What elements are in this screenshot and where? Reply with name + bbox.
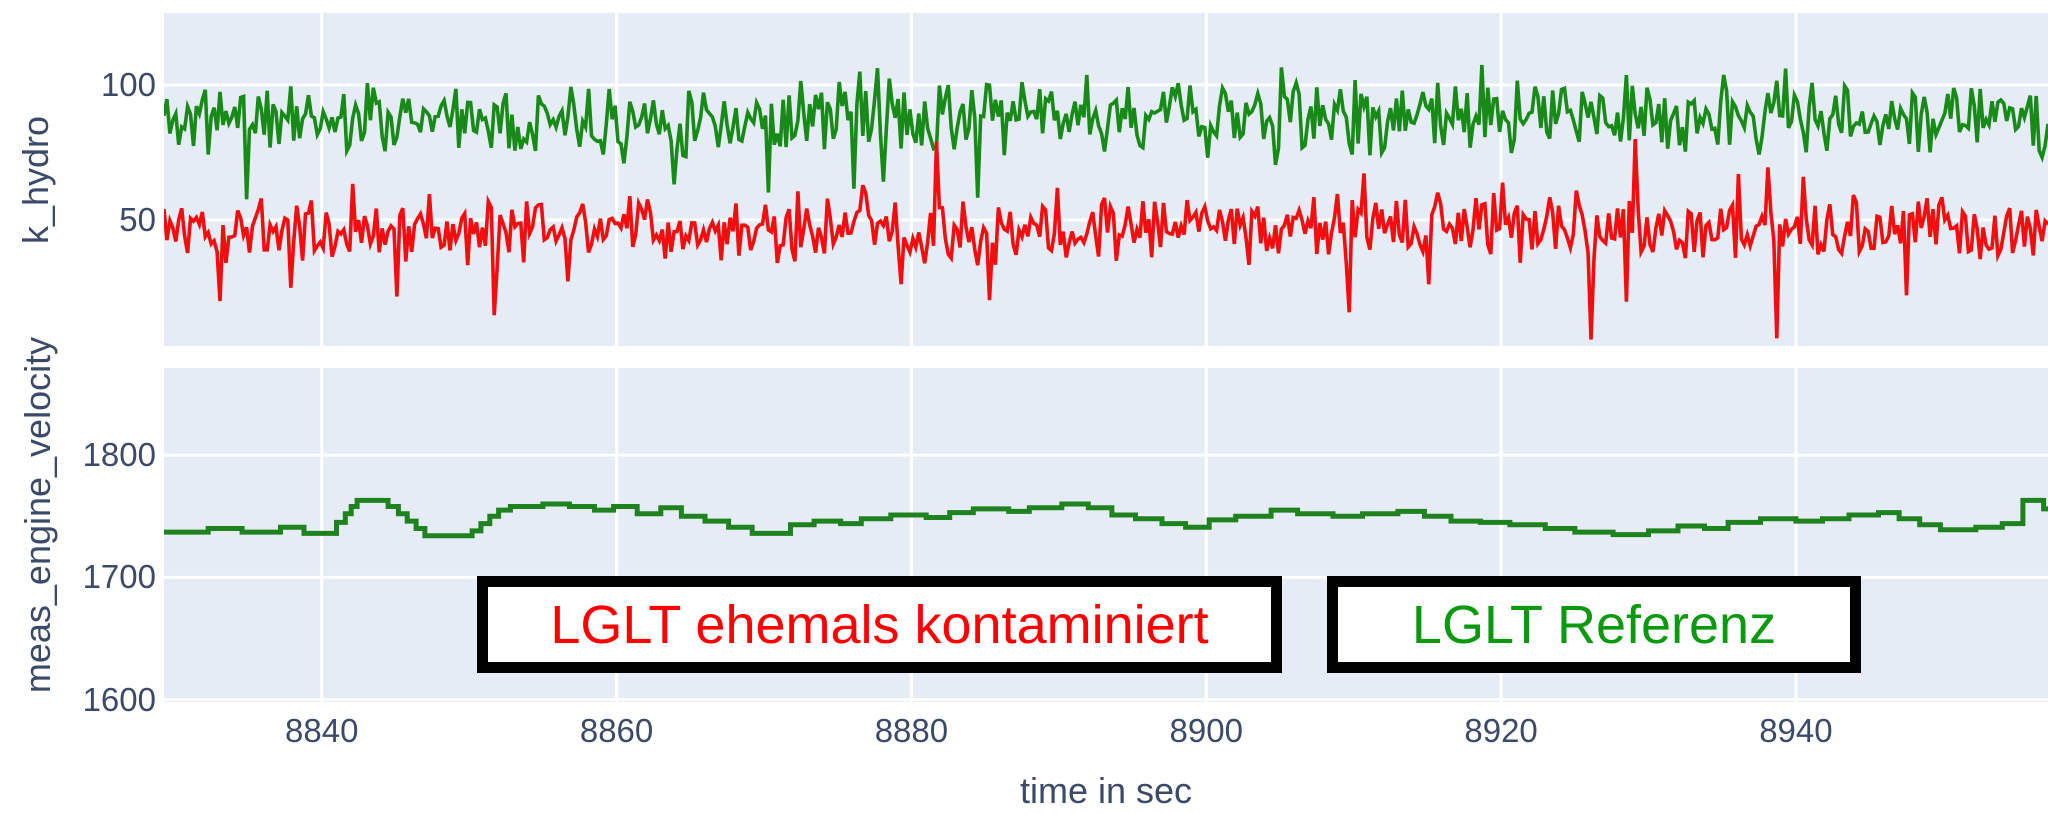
y-axis-title-engine-velocity: meas_engine_velocity bbox=[17, 336, 58, 694]
legend-label-contaminated: LGLT ehemals kontaminiert bbox=[550, 594, 1209, 655]
series-k_hydro-lglt-referenz bbox=[164, 64, 2048, 200]
x-tick-label: 8840 bbox=[285, 712, 359, 749]
series-k_hydro-lglt-ehemals-kontaminiert bbox=[164, 139, 2048, 340]
y-tick-label: 100 bbox=[100, 66, 156, 104]
x-tick-label: 8920 bbox=[1464, 712, 1538, 749]
x-tick-label: 8860 bbox=[579, 712, 654, 749]
y-tick-label: 1700 bbox=[82, 558, 156, 596]
plot-background bbox=[164, 13, 2048, 346]
legend-box-reference: LGLT Referenz bbox=[1327, 576, 1861, 673]
x-tick-label: 8880 bbox=[874, 712, 949, 749]
subplot-k-hydro[interactable] bbox=[164, 13, 2048, 346]
y-tick-label: 50 bbox=[119, 200, 156, 238]
legend-label-reference: LGLT Referenz bbox=[1411, 594, 1777, 655]
x-tick-label: 8940 bbox=[1759, 712, 1833, 749]
x-tick-label: 8900 bbox=[1169, 712, 1243, 749]
series-meas_engine_velocity-lglt-referenz bbox=[164, 497, 2048, 539]
y-tick-label: 1600 bbox=[82, 680, 156, 718]
y-tick-label: 1800 bbox=[82, 436, 156, 474]
legend-box-contaminated: LGLT ehemals kontaminiert bbox=[477, 576, 1282, 673]
x-axis-title: time in sec bbox=[1019, 770, 1193, 811]
